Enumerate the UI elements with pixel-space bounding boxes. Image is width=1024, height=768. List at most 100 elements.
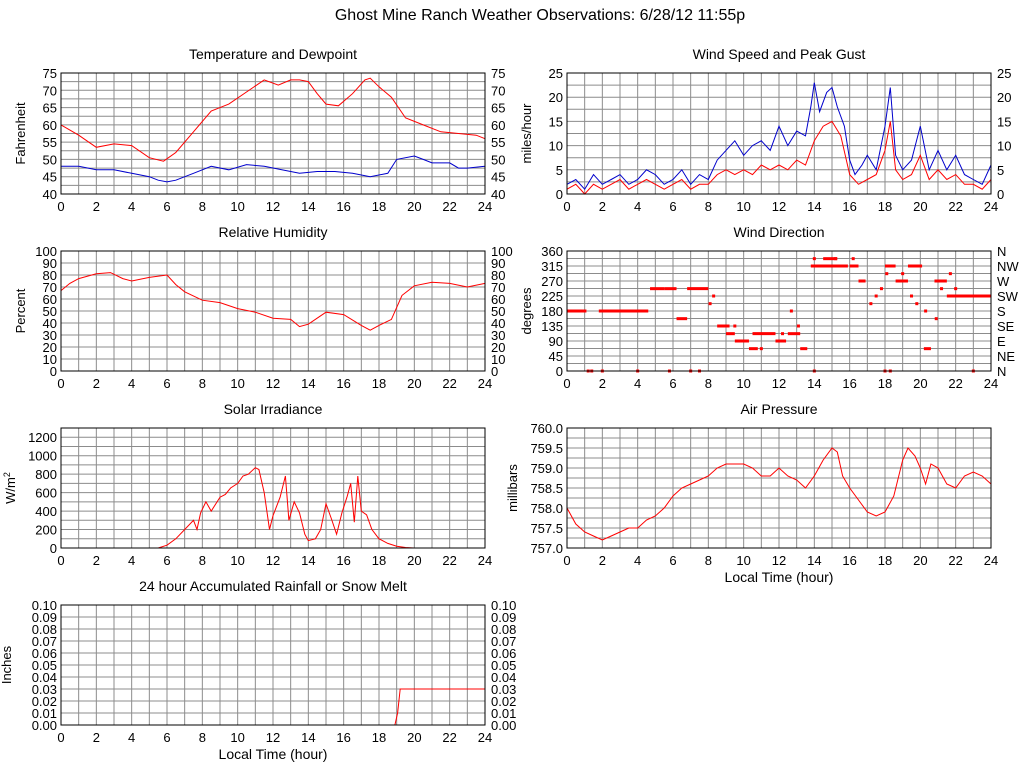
x-tick-label: 16 [336,199,350,214]
y-axis-label: millibars [505,464,520,512]
y-tick-label: 75 [43,66,57,81]
x-tick-label: 2 [599,376,606,391]
y-tick-label: 20 [43,340,57,355]
y-tick-label-right: 50 [491,304,505,319]
y-tick-label-right: 5 [997,163,1004,178]
series-line-0 [60,272,486,331]
x-tick-label: 10 [230,730,244,745]
y-tick-label: 45 [43,170,57,185]
y-tick-label: 1200 [28,430,57,445]
y-tick-label: 600 [35,486,57,501]
x-tick-label: 22 [948,553,962,568]
y-tick-label: 759.0 [530,461,563,476]
x-tick-label: 12 [266,376,280,391]
y-tick-label: 0 [50,541,57,556]
y-tick-label-right: 60 [491,292,505,307]
y-tick-label: 758.0 [530,501,563,516]
x-tick-label: 14 [301,199,315,214]
x-tick-label: 20 [407,553,421,568]
direction-label: W [997,274,1010,289]
y-tick-label-right: 0 [491,364,498,379]
x-tick-label: 12 [266,199,280,214]
direction-label: N [997,364,1006,379]
direction-point [954,287,958,291]
x-tick-label: 22 [442,730,456,745]
x-tick-label: 20 [407,199,421,214]
x-tick-label: 16 [842,199,856,214]
y-tick-label-right: 0.10 [491,598,516,613]
y-tick-label: 0.06 [32,646,57,661]
y-tick-label: 0.08 [32,622,57,637]
y-tick-label: 40 [43,316,57,331]
y-tick-label: 50 [43,152,57,167]
x-tick-label: 10 [230,553,244,568]
y-tick-label: 65 [43,101,57,116]
plot-frame [566,250,992,372]
chart-title: Wind Speed and Peak Gust [693,46,866,62]
x-tick-label: 2 [93,730,100,745]
x-tick-label: 12 [772,376,786,391]
x-tick-label: 18 [372,730,386,745]
x-tick-label: 18 [372,553,386,568]
direction-point [910,294,913,298]
x-tick-label: 18 [372,199,386,214]
x-tick-label: 22 [442,199,456,214]
x-tick-label: 4 [128,376,135,391]
y-tick-label-right: 70 [491,83,505,98]
x-tick-label: 4 [128,199,135,214]
y-axis-label-sup: 2 [2,472,12,477]
y-tick-label: 20 [549,90,563,105]
y-tick-label-right: 0.07 [491,634,516,649]
x-tick-label: 0 [57,199,64,214]
y-tick-label: 50 [43,304,57,319]
plot-frame [60,604,486,726]
y-tick-label-right: 0.01 [491,706,516,721]
y-tick-label: 5 [556,163,563,178]
y-tick-label: 758.5 [530,481,563,496]
y-tick-label: 0 [50,364,57,379]
y-tick-label-right: 40 [491,187,505,202]
y-axis-label: miles/hour [519,103,534,164]
y-tick-label-right: 80 [491,268,505,283]
x-tick-label: 8 [199,199,206,214]
y-axis-label: W/m2 [2,472,18,504]
x-tick-label: 6 [669,199,676,214]
direction-point [948,272,952,276]
y-tick-label: 360 [541,244,563,259]
direction-point [885,272,889,276]
y-tick-label-right: 30 [491,328,505,343]
y-tick-label: 90 [549,334,563,349]
plot-frame [60,250,486,372]
direction-point [924,309,928,313]
direction-label: S [997,304,1006,319]
y-tick-label: 270 [541,274,563,289]
plot-frame [60,72,486,195]
x-tick-label: 22 [442,376,456,391]
y-tick-label: 0 [556,364,563,379]
x-tick-label: 6 [163,730,170,745]
x-tick-label: 8 [705,376,712,391]
series-line-0 [566,447,992,541]
x-tick-label: 16 [336,376,350,391]
y-tick-label: 15 [549,114,563,129]
x-tick-label: 6 [163,376,170,391]
y-tick-label-right: 55 [491,135,505,150]
y-tick-label-right: 100 [491,244,513,259]
y-tick-label-right: 50 [491,152,505,167]
x-tick-label: 10 [230,376,244,391]
x-tick-label: 10 [736,553,750,568]
direction-point [796,324,800,328]
direction-point [781,332,785,336]
x-tick-label: 22 [948,199,962,214]
series-line-0 [566,82,992,191]
x-tick-label: 14 [807,376,821,391]
page-title: Ghost Mine Ranch Weather Observations: 6… [334,7,746,24]
direction-point [733,324,737,328]
x-tick-label: 12 [772,199,786,214]
x-axis-label: Local Time (hour) [725,569,834,585]
x-tick-label: 10 [736,199,750,214]
y-tick-label-right: 40 [491,316,505,331]
direction-point [879,287,883,291]
